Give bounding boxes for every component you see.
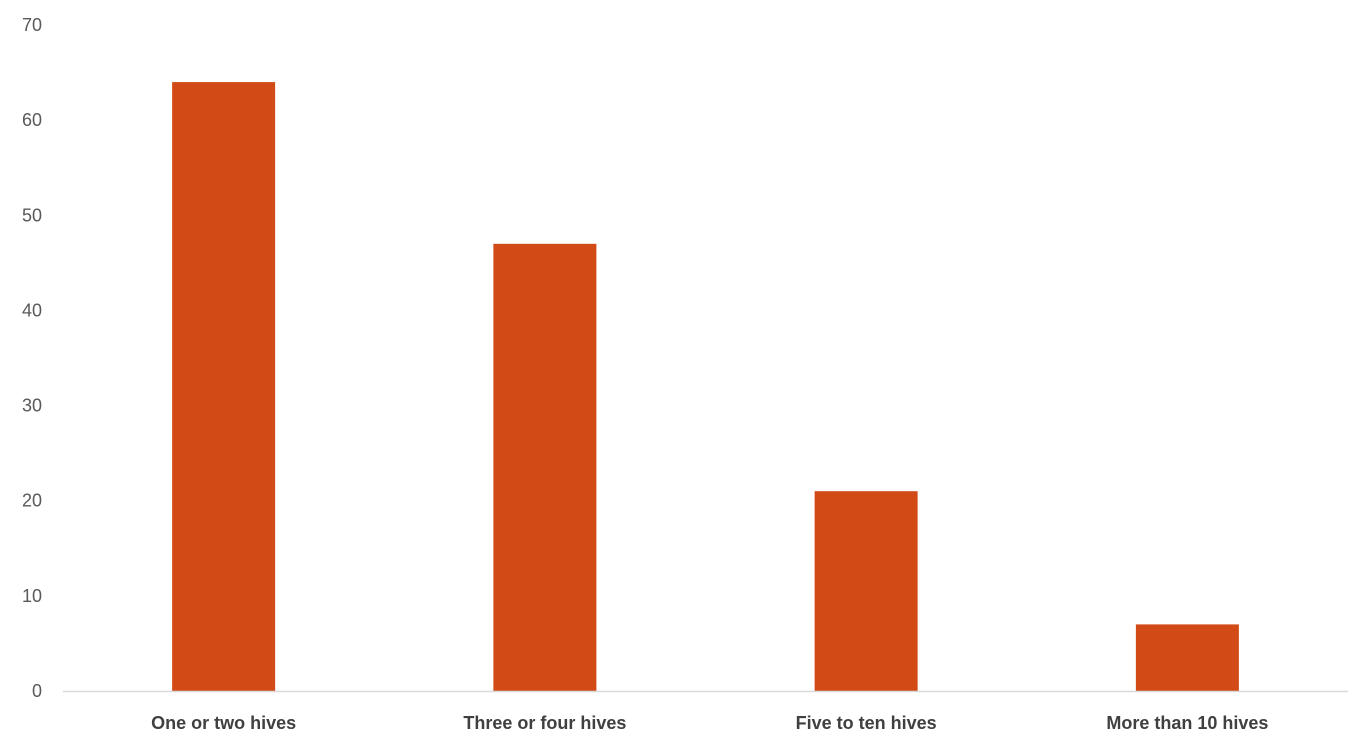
y-tick-label: 10	[22, 586, 42, 606]
bar	[172, 82, 276, 692]
bars	[172, 82, 1239, 692]
y-tick-label: 70	[22, 15, 42, 35]
bar	[493, 243, 597, 692]
x-axis-labels: One or two hives Three or four hives Five …	[151, 713, 1268, 733]
x-category-label: More than 10 hives	[1106, 713, 1268, 733]
x-category-label: One or two hives	[151, 713, 296, 733]
x-category-label: Five to ten hives	[796, 713, 937, 733]
y-tick-label: 50	[22, 205, 42, 225]
bar	[1135, 624, 1239, 691]
y-axis-ticks: 0 10 20 30 40 50 60 70	[22, 15, 42, 701]
x-category-label: Three or four hives	[463, 713, 626, 733]
y-tick-label: 60	[22, 110, 42, 130]
y-tick-label: 30	[22, 396, 42, 416]
y-tick-label: 20	[22, 491, 42, 511]
bar	[814, 491, 918, 691]
y-tick-label: 0	[32, 681, 42, 701]
y-tick-label: 40	[22, 300, 42, 320]
